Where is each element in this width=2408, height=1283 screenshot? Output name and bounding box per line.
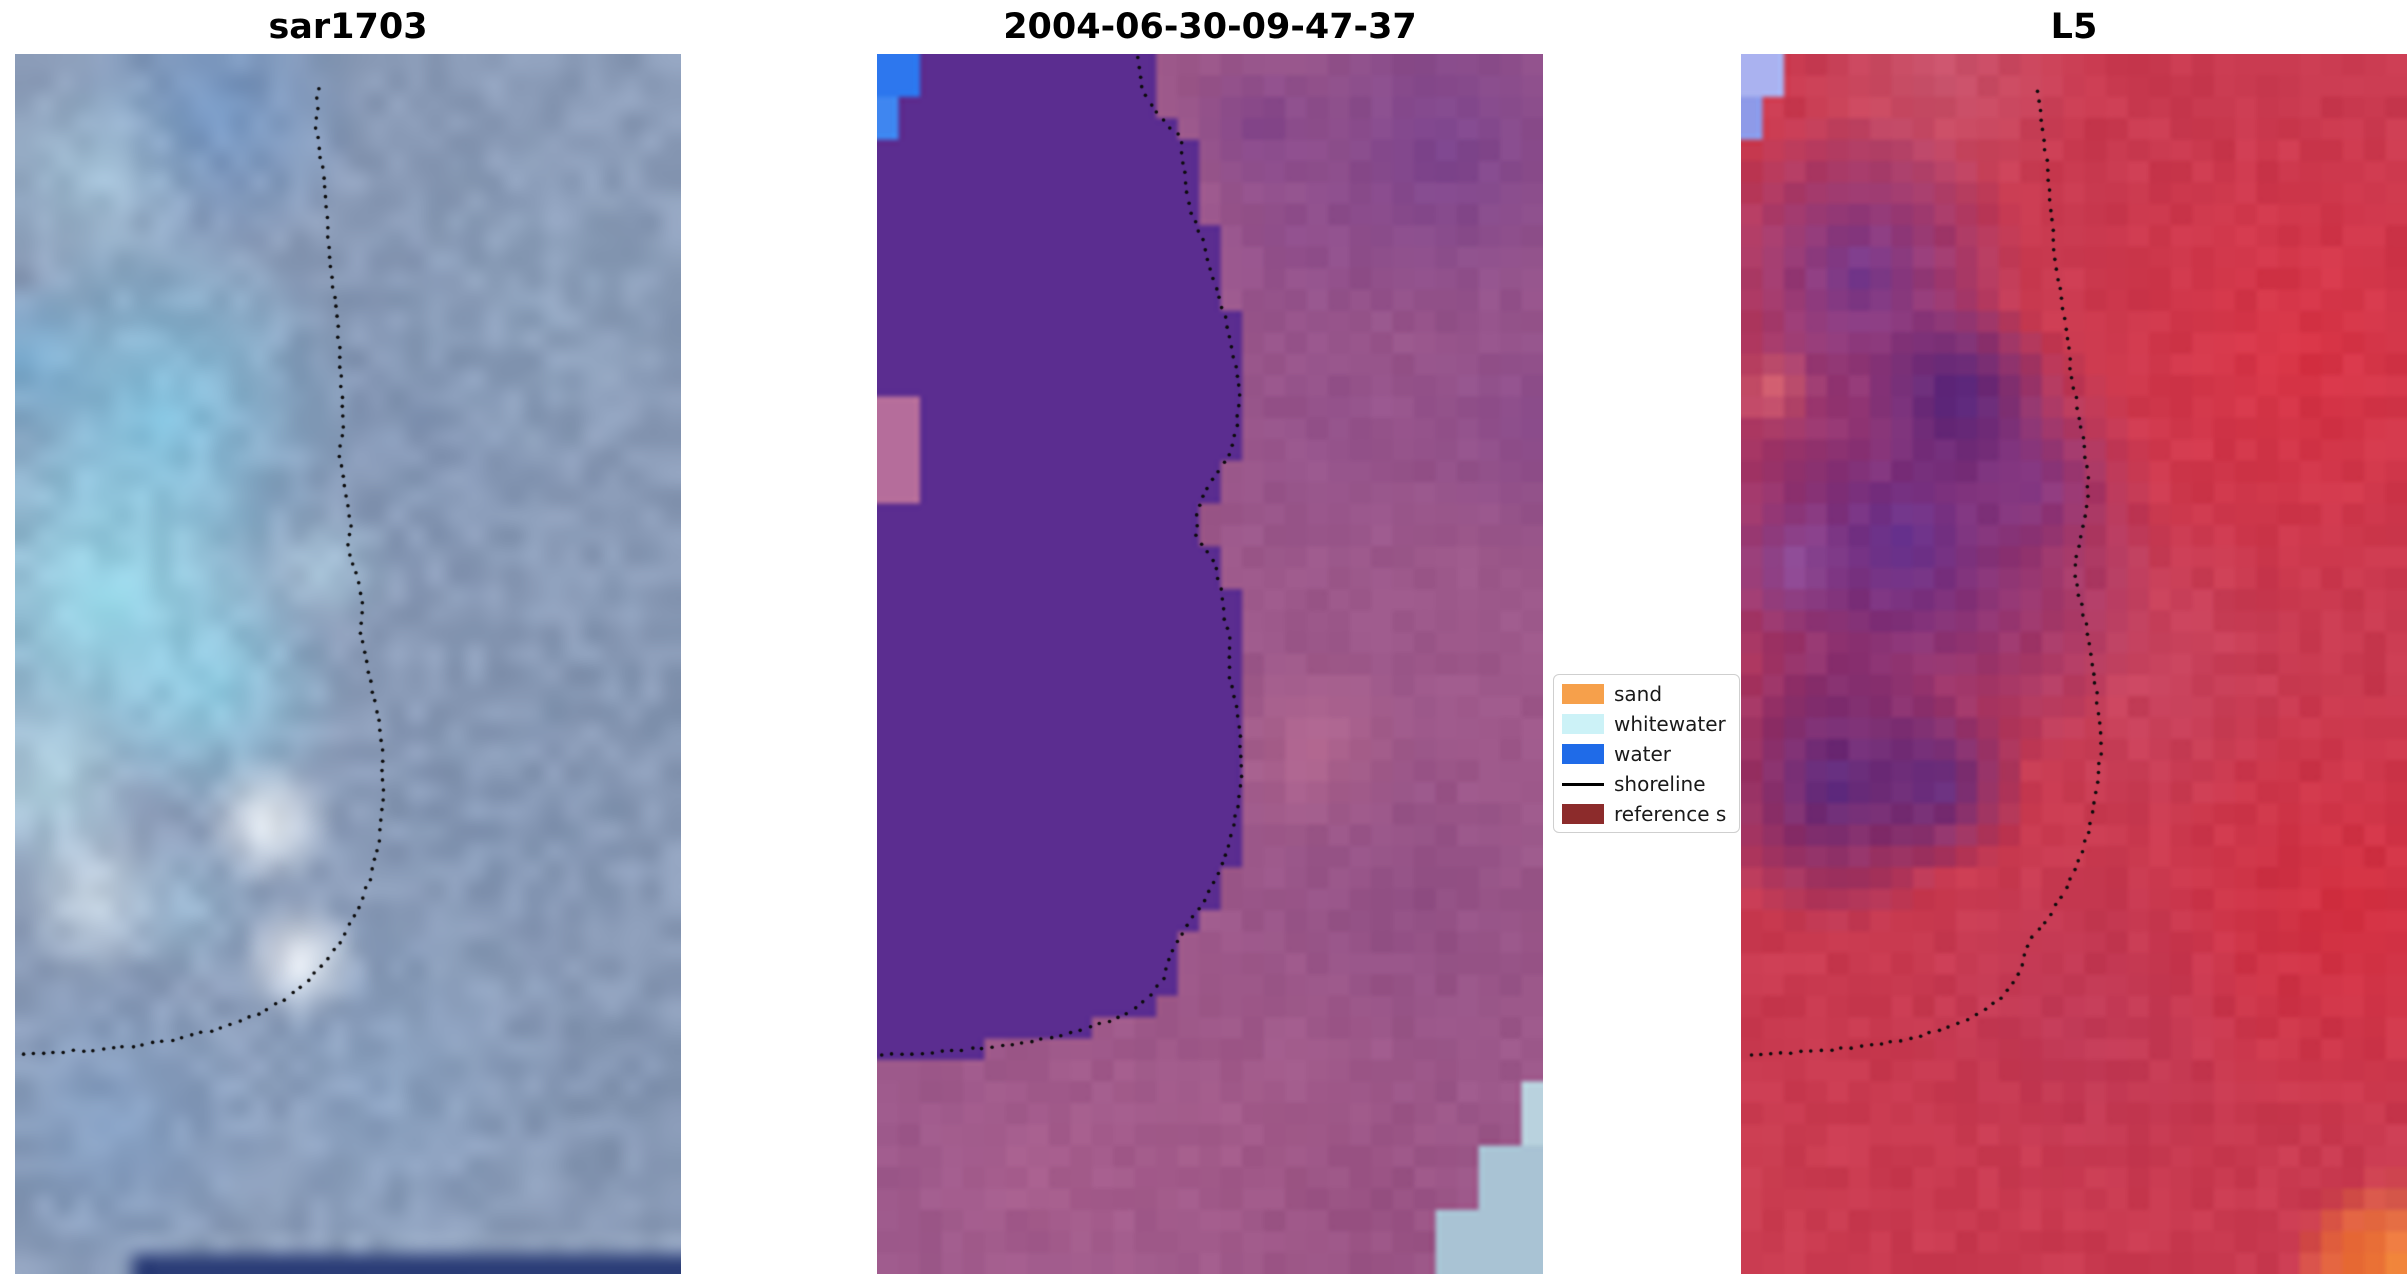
legend-item-reference-shoreline: reference s (1554, 799, 1739, 829)
legend-label-sand: sand (1614, 682, 1663, 706)
reference-shoreline-swatch (1562, 804, 1604, 824)
panel-title-sar: sar1703 (268, 7, 428, 47)
legend-item-sand: sand (1554, 679, 1739, 709)
legend: sand whitewater water shoreline referenc… (1553, 674, 1740, 833)
legend-label-shoreline: shoreline (1614, 772, 1706, 796)
classified-image (877, 54, 1543, 1274)
legend-item-shoreline: shoreline (1554, 769, 1739, 799)
legend-label-whitewater: whitewater (1614, 712, 1726, 736)
legend-item-water: water (1554, 739, 1739, 769)
panel-sar: sar1703 (15, 7, 681, 1274)
whitewater-swatch (1562, 714, 1604, 734)
panel-title-l5: L5 (2050, 7, 2098, 47)
shoreline-line-swatch (1562, 774, 1604, 794)
l5-image (1741, 54, 2407, 1274)
sand-swatch (1562, 684, 1604, 704)
panel-classified: 2004-06-30-09-47-37 (877, 7, 1543, 1274)
legend-label-water: water (1614, 742, 1671, 766)
legend-label-reference-shoreline: reference s (1614, 802, 1727, 826)
panel-l5: L5 (1741, 7, 2407, 1274)
legend-item-whitewater: whitewater (1554, 709, 1739, 739)
panel-title-classified: 2004-06-30-09-47-37 (1003, 7, 1417, 47)
sar-image (15, 54, 681, 1274)
water-swatch (1562, 744, 1604, 764)
